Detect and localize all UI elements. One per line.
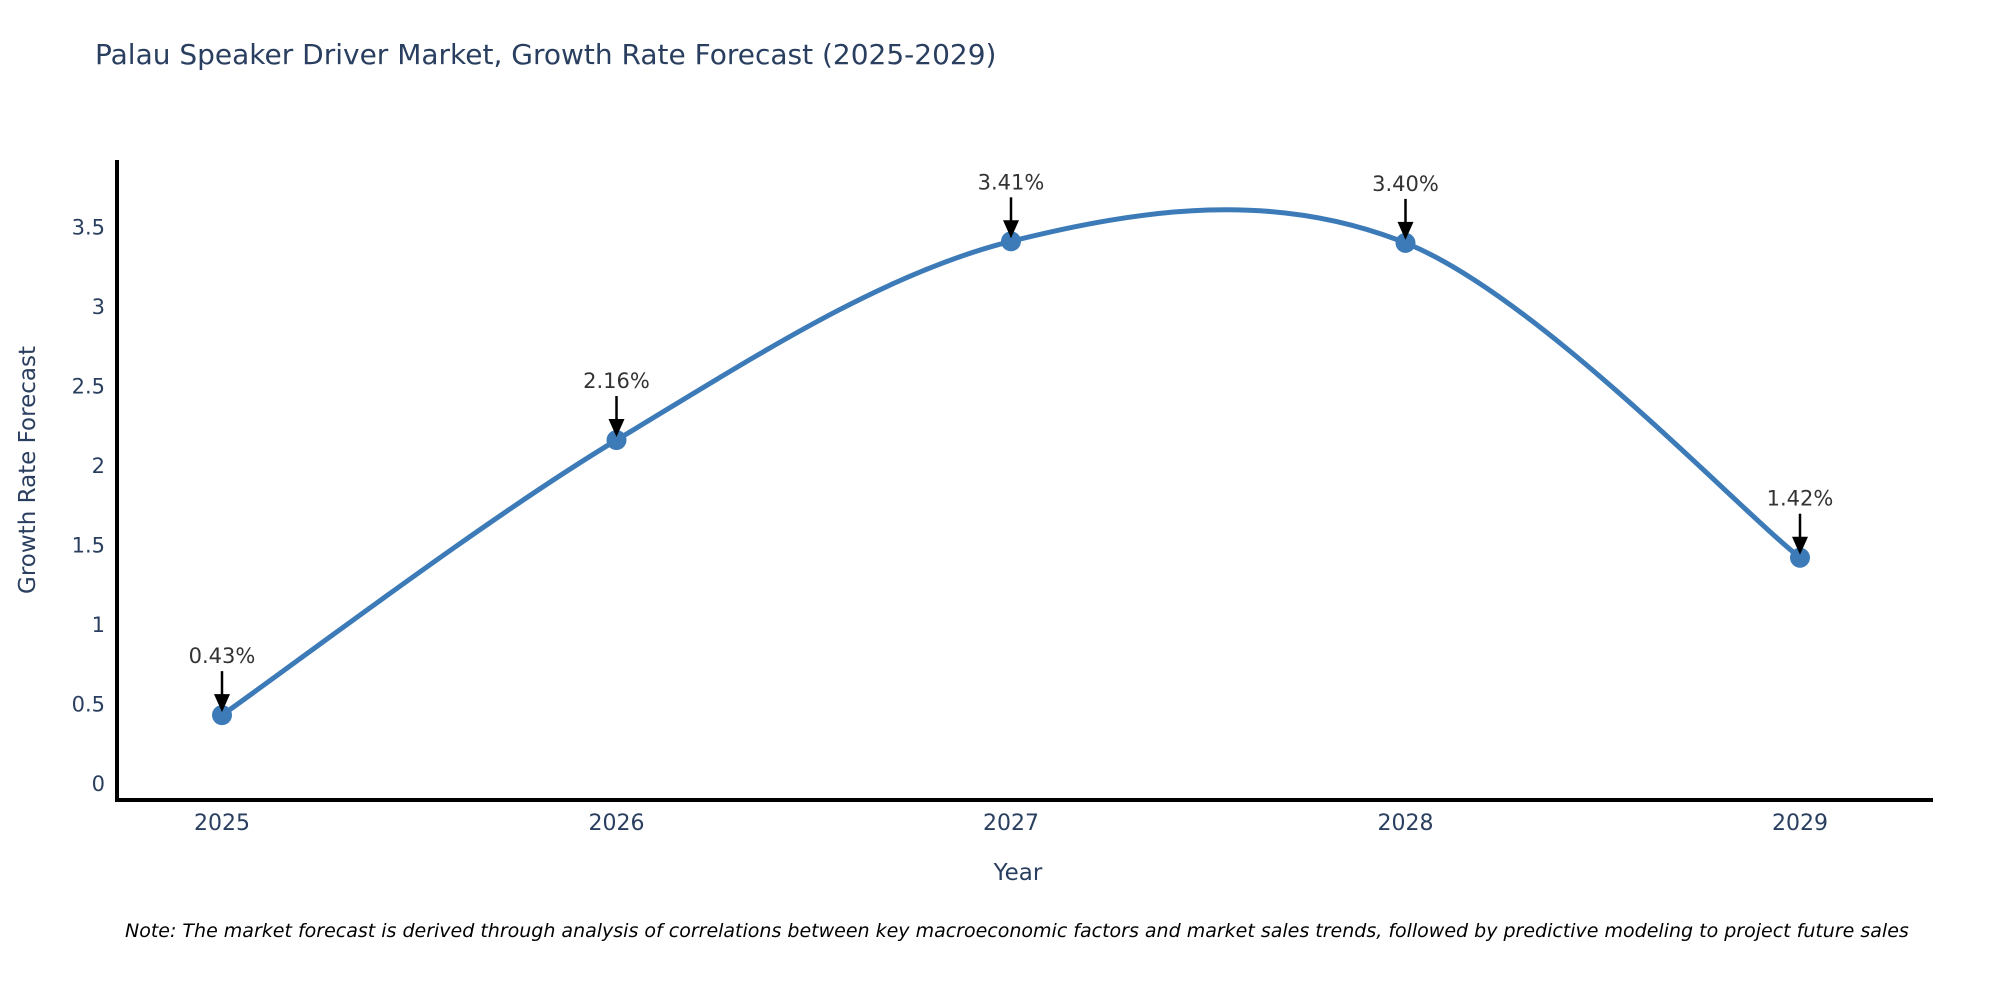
annotation-arrow-head [608,419,625,438]
footnote: Note: The market forecast is derived thr… [125,920,1909,942]
data-point-marker [1001,231,1021,252]
y-tick-label: 3 [92,295,105,319]
data-point-marker [212,705,232,726]
y-tick-label: 1 [92,613,105,637]
data-point-marker [1790,547,1810,568]
annotation-arrow-head [214,694,230,713]
data-point-marker [606,430,627,451]
x-tick-label: 2029 [1772,811,1828,836]
annotation-label: 1.42% [1767,487,1834,511]
y-tick-label: 1.5 [72,534,105,558]
y-tick-label: 2.5 [72,375,105,399]
annotation-label: 0.43% [189,644,256,668]
annotation-label: 3.40% [1372,172,1439,196]
x-tick-label: 2025 [194,811,250,836]
x-tick-label: 2028 [1378,811,1434,836]
annotation-label: 2.16% [583,369,650,393]
x-tick-label: 2027 [983,811,1039,836]
x-tick-label: 2026 [589,811,645,836]
forecast-line [219,207,1803,718]
chart-title: Palau Speaker Driver Market, Growth Rate… [95,38,997,71]
y-tick-label: 0.5 [72,693,105,717]
y-tick-label: 0 [92,772,105,796]
annotation-label: 3.41% [978,170,1045,194]
y-tick-label: 3.5 [72,216,105,240]
data-point-marker [1395,232,1416,253]
annotation-arrow-head [1397,221,1414,240]
y-axis-title: Growth Rate Forecast [15,346,41,594]
annotation-arrow-head [1792,536,1808,555]
x-axis-title: Year [993,860,1043,886]
annotation-arrow-head [1003,220,1019,239]
y-tick-label: 2 [92,454,105,478]
